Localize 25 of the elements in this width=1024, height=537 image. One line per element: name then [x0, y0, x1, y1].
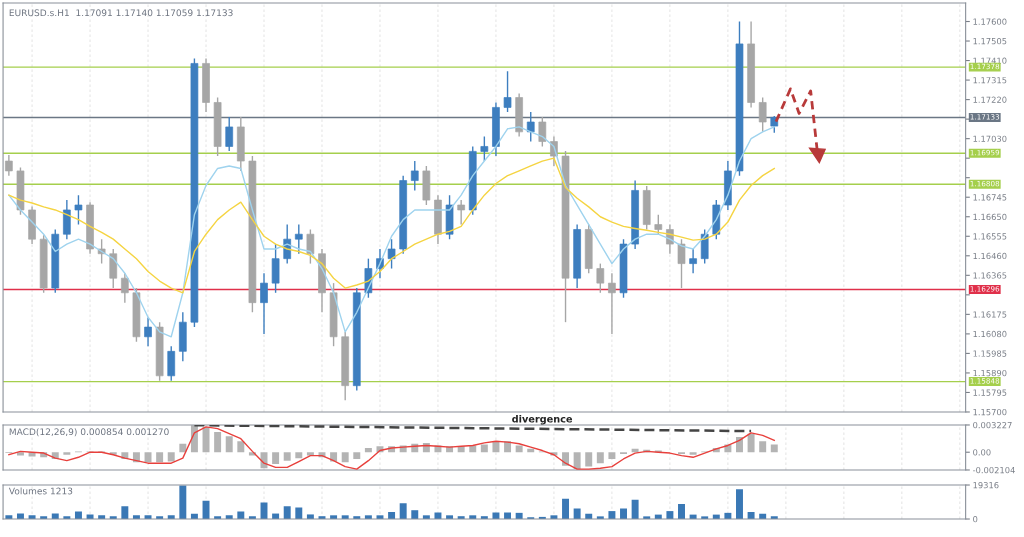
y-tick-label: 1.17600 — [973, 18, 1007, 25]
y-tick-label: 1.15890 — [973, 369, 1007, 377]
y-tick-label: 19316 — [973, 482, 999, 489]
chart-title: Volumes 1213 — [8, 487, 73, 495]
y-tick-label: 1.17315 — [973, 77, 1007, 84]
y-tick-label: 1.16650 — [973, 213, 1007, 221]
y-tick-label: 1.16460 — [973, 252, 1007, 260]
y-tick-label: 1.17030 — [973, 135, 1007, 142]
y-tick-label: 1.16555 — [973, 233, 1007, 240]
y-tick-label: 1.17505 — [973, 38, 1007, 45]
y-tick-label: 1.16745 — [973, 194, 1007, 201]
y-tick-label: 0.003227 — [973, 421, 1012, 429]
y-tick-label: 1.16365 — [973, 272, 1007, 279]
y-tick-label: 1.15700 — [973, 408, 1007, 416]
y-tick-label: 1.17220 — [973, 96, 1007, 103]
y-tick-label: 1.15795 — [973, 389, 1007, 396]
y-tick-label: 0 — [973, 515, 978, 523]
y-tick-label: 1.15985 — [973, 350, 1007, 357]
y-tick-label: 1.16175 — [973, 311, 1007, 318]
y-tick-label: 0.00 — [973, 449, 991, 456]
y-tick-label: -0.002104 — [972, 466, 1015, 474]
y-tick-label: 1.16080 — [973, 330, 1007, 338]
text: divergence — [512, 415, 573, 425]
text: EURUSD.s.H1 1.17091 1.17140 1.17059 1.17133 — [9, 9, 233, 17]
chart-title: MACD(12,26,9) 0.000854 0.001270 — [9, 428, 169, 437]
